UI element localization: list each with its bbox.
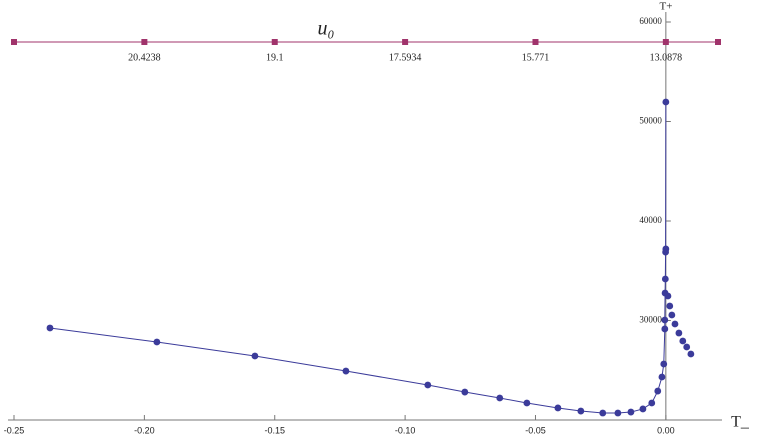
data-point	[46, 324, 54, 332]
data-point	[668, 311, 676, 319]
data-point	[461, 388, 469, 396]
top-tick-label: 15.771	[522, 52, 550, 63]
x-tick-label: -0.15	[264, 425, 285, 435]
top-axis-marker	[271, 39, 278, 45]
top-axis-marker	[715, 39, 721, 45]
data-point	[648, 399, 656, 407]
data-point	[666, 302, 674, 310]
x-tick-label: -0.05	[525, 425, 546, 435]
series-line	[49, 101, 667, 414]
data-point	[671, 320, 679, 328]
data-point	[639, 405, 647, 413]
y-tick-label: 60000	[639, 16, 662, 26]
data-point	[664, 292, 672, 300]
data-point	[661, 275, 669, 283]
chart-title: u₀	[318, 18, 335, 40]
data-point	[662, 245, 670, 253]
data-point	[554, 404, 562, 412]
data-point	[342, 367, 350, 375]
top-tick-label: 19.1	[266, 52, 284, 63]
data-point	[661, 316, 669, 324]
y-tick-label: 40000	[639, 215, 662, 225]
data-point	[658, 373, 666, 381]
x-axis-label: T_	[731, 414, 750, 431]
top-tick-label: 17.5934	[389, 52, 422, 63]
top-tick-label: 13.0878	[650, 52, 683, 63]
data-point	[660, 360, 668, 368]
data-point	[675, 329, 683, 337]
data-point	[627, 408, 635, 416]
data-point	[662, 98, 670, 106]
data-point	[153, 338, 161, 346]
y-axis-label: T+	[660, 1, 673, 13]
x-tick-label: -0.10	[395, 425, 416, 435]
top-tick-label: 20.4238	[128, 52, 161, 63]
data-point	[251, 352, 259, 360]
x-tick-label: -0.20	[134, 425, 155, 435]
top-axis-marker	[141, 39, 148, 45]
x-tick-label: -0.25	[4, 425, 25, 435]
data-point	[424, 381, 432, 389]
x-tick-label: 0.00	[657, 425, 675, 435]
data-point	[661, 325, 669, 333]
data-point	[679, 337, 687, 345]
data-point	[523, 399, 531, 407]
data-point	[614, 409, 622, 417]
data-point	[687, 350, 695, 358]
data-point	[599, 409, 607, 417]
data-point	[577, 407, 585, 415]
y-tick-label: 50000	[639, 116, 662, 126]
data-point	[683, 343, 691, 351]
top-axis-marker	[402, 39, 409, 45]
top-axis-marker	[662, 39, 669, 45]
data-point	[496, 394, 504, 402]
data-point	[654, 387, 662, 395]
top-axis-marker	[532, 39, 539, 45]
y-tick-label: 30000	[639, 315, 662, 325]
top-axis-marker	[11, 39, 17, 45]
